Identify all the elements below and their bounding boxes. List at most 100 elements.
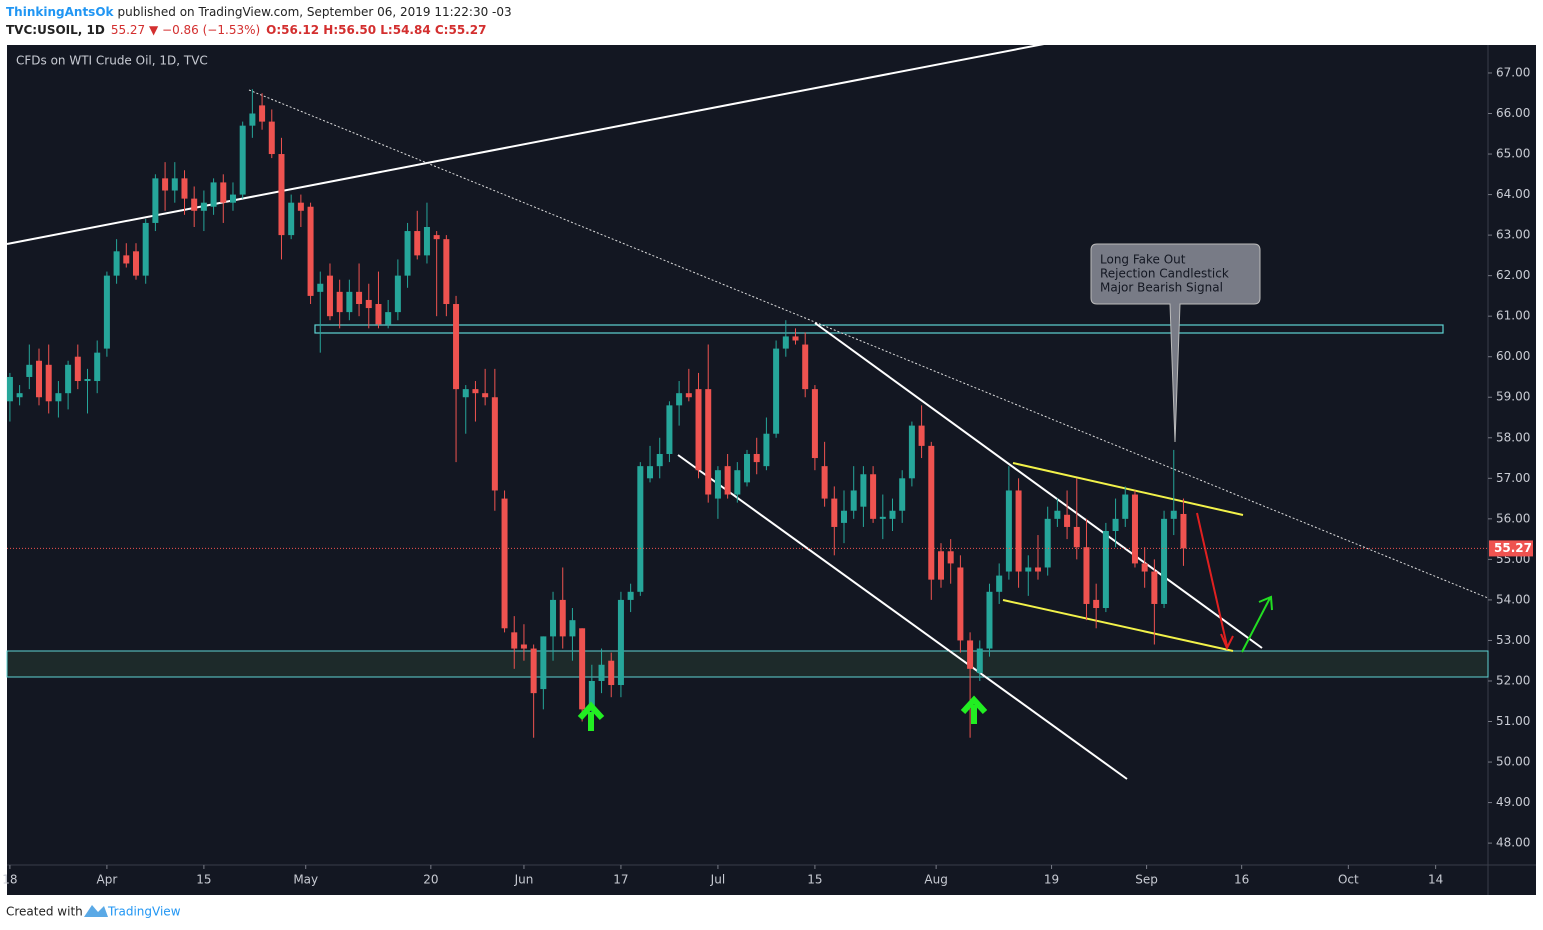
resistance-zone	[314, 324, 1444, 334]
body	[65, 364, 72, 394]
body	[394, 275, 401, 313]
trend-line	[6, 43, 1045, 245]
y-tick-label: 66.00	[1496, 106, 1530, 120]
body	[414, 231, 421, 256]
body	[152, 178, 159, 223]
body	[171, 178, 178, 191]
body	[734, 470, 741, 495]
body	[976, 648, 983, 673]
body	[462, 389, 469, 398]
dotted-trend-line	[248, 89, 1489, 599]
body	[239, 125, 246, 195]
y-tick-label: 58.00	[1496, 430, 1530, 444]
body	[423, 226, 430, 256]
body	[744, 453, 751, 483]
body	[501, 498, 508, 629]
body	[1054, 510, 1061, 519]
body	[94, 352, 101, 382]
footer-brand: TradingView	[107, 905, 181, 919]
body	[899, 478, 906, 511]
up-arrow	[577, 701, 605, 731]
plot	[6, 43, 1489, 780]
body	[540, 636, 547, 690]
x-tick-label: Jul	[710, 873, 725, 887]
body	[1102, 531, 1109, 609]
body	[229, 194, 236, 203]
body	[259, 105, 266, 122]
support-zone	[6, 650, 1489, 678]
callout	[1090, 243, 1261, 443]
y-tick-label: 49.00	[1496, 795, 1530, 809]
arrows	[577, 512, 1273, 731]
body	[336, 291, 343, 313]
body	[870, 474, 877, 519]
body	[530, 648, 537, 694]
body	[162, 178, 169, 191]
body	[36, 360, 43, 398]
x-tick-label: Jun	[514, 873, 534, 887]
body	[879, 516, 886, 519]
body	[55, 393, 62, 402]
body	[307, 206, 314, 296]
x-tick-label: 18	[2, 873, 17, 887]
author: ThinkingAntsOk	[6, 5, 115, 19]
body	[113, 251, 120, 276]
body	[210, 182, 217, 207]
x-tick-label: 17	[613, 873, 628, 887]
body	[986, 591, 993, 649]
x-tick-label: Apr	[97, 873, 118, 887]
callout-text: Rejection Candlestick	[1100, 267, 1229, 281]
tradingview-logo	[84, 905, 108, 917]
last-price-label: 55.27	[1494, 541, 1532, 555]
body	[811, 389, 818, 459]
body	[365, 299, 372, 309]
body	[278, 154, 285, 236]
body	[1083, 547, 1090, 604]
callout-text: Major Bearish Signal	[1100, 281, 1223, 295]
body	[346, 291, 353, 313]
body	[753, 453, 760, 463]
chart-title: CFDs on WTI Crude Oil, 1D, TVC	[16, 54, 208, 68]
y-tick-label: 53.00	[1496, 633, 1530, 647]
body	[1122, 494, 1129, 519]
body	[132, 251, 139, 276]
body	[1161, 518, 1168, 604]
body	[191, 198, 198, 211]
body	[918, 425, 925, 446]
body	[443, 239, 450, 305]
y-tick-label: 67.00	[1496, 65, 1530, 79]
body	[598, 664, 605, 681]
body	[937, 551, 944, 580]
body	[1180, 513, 1187, 549]
body	[928, 445, 935, 580]
body	[792, 336, 799, 341]
body	[1015, 490, 1022, 572]
body	[16, 393, 23, 398]
y-tick-label: 65.00	[1496, 147, 1530, 161]
body	[860, 474, 867, 507]
body	[676, 393, 683, 406]
body	[1073, 526, 1080, 548]
x-tick-label: 14	[1428, 873, 1443, 887]
header-line-2: TVC:USOIL, 1D 55.27 ▼ −0.86 (−1.53%) O:56.…	[6, 23, 486, 37]
y-tick-label: 51.00	[1496, 714, 1530, 728]
y-tick-label: 50.00	[1496, 755, 1530, 769]
x-tick-label: May	[293, 873, 318, 887]
body	[6, 376, 13, 402]
body	[695, 389, 702, 471]
published: published on TradingView.com, September …	[118, 5, 512, 19]
body	[1044, 518, 1051, 568]
body	[123, 255, 130, 264]
body	[288, 202, 295, 236]
last-price-box	[1489, 540, 1533, 557]
body	[967, 640, 974, 669]
body	[511, 632, 518, 649]
body	[763, 433, 770, 467]
y-tick-label: 62.00	[1496, 268, 1530, 282]
body	[103, 275, 110, 349]
body	[317, 283, 324, 292]
body	[559, 599, 566, 637]
body	[821, 466, 828, 499]
body	[1131, 494, 1138, 564]
